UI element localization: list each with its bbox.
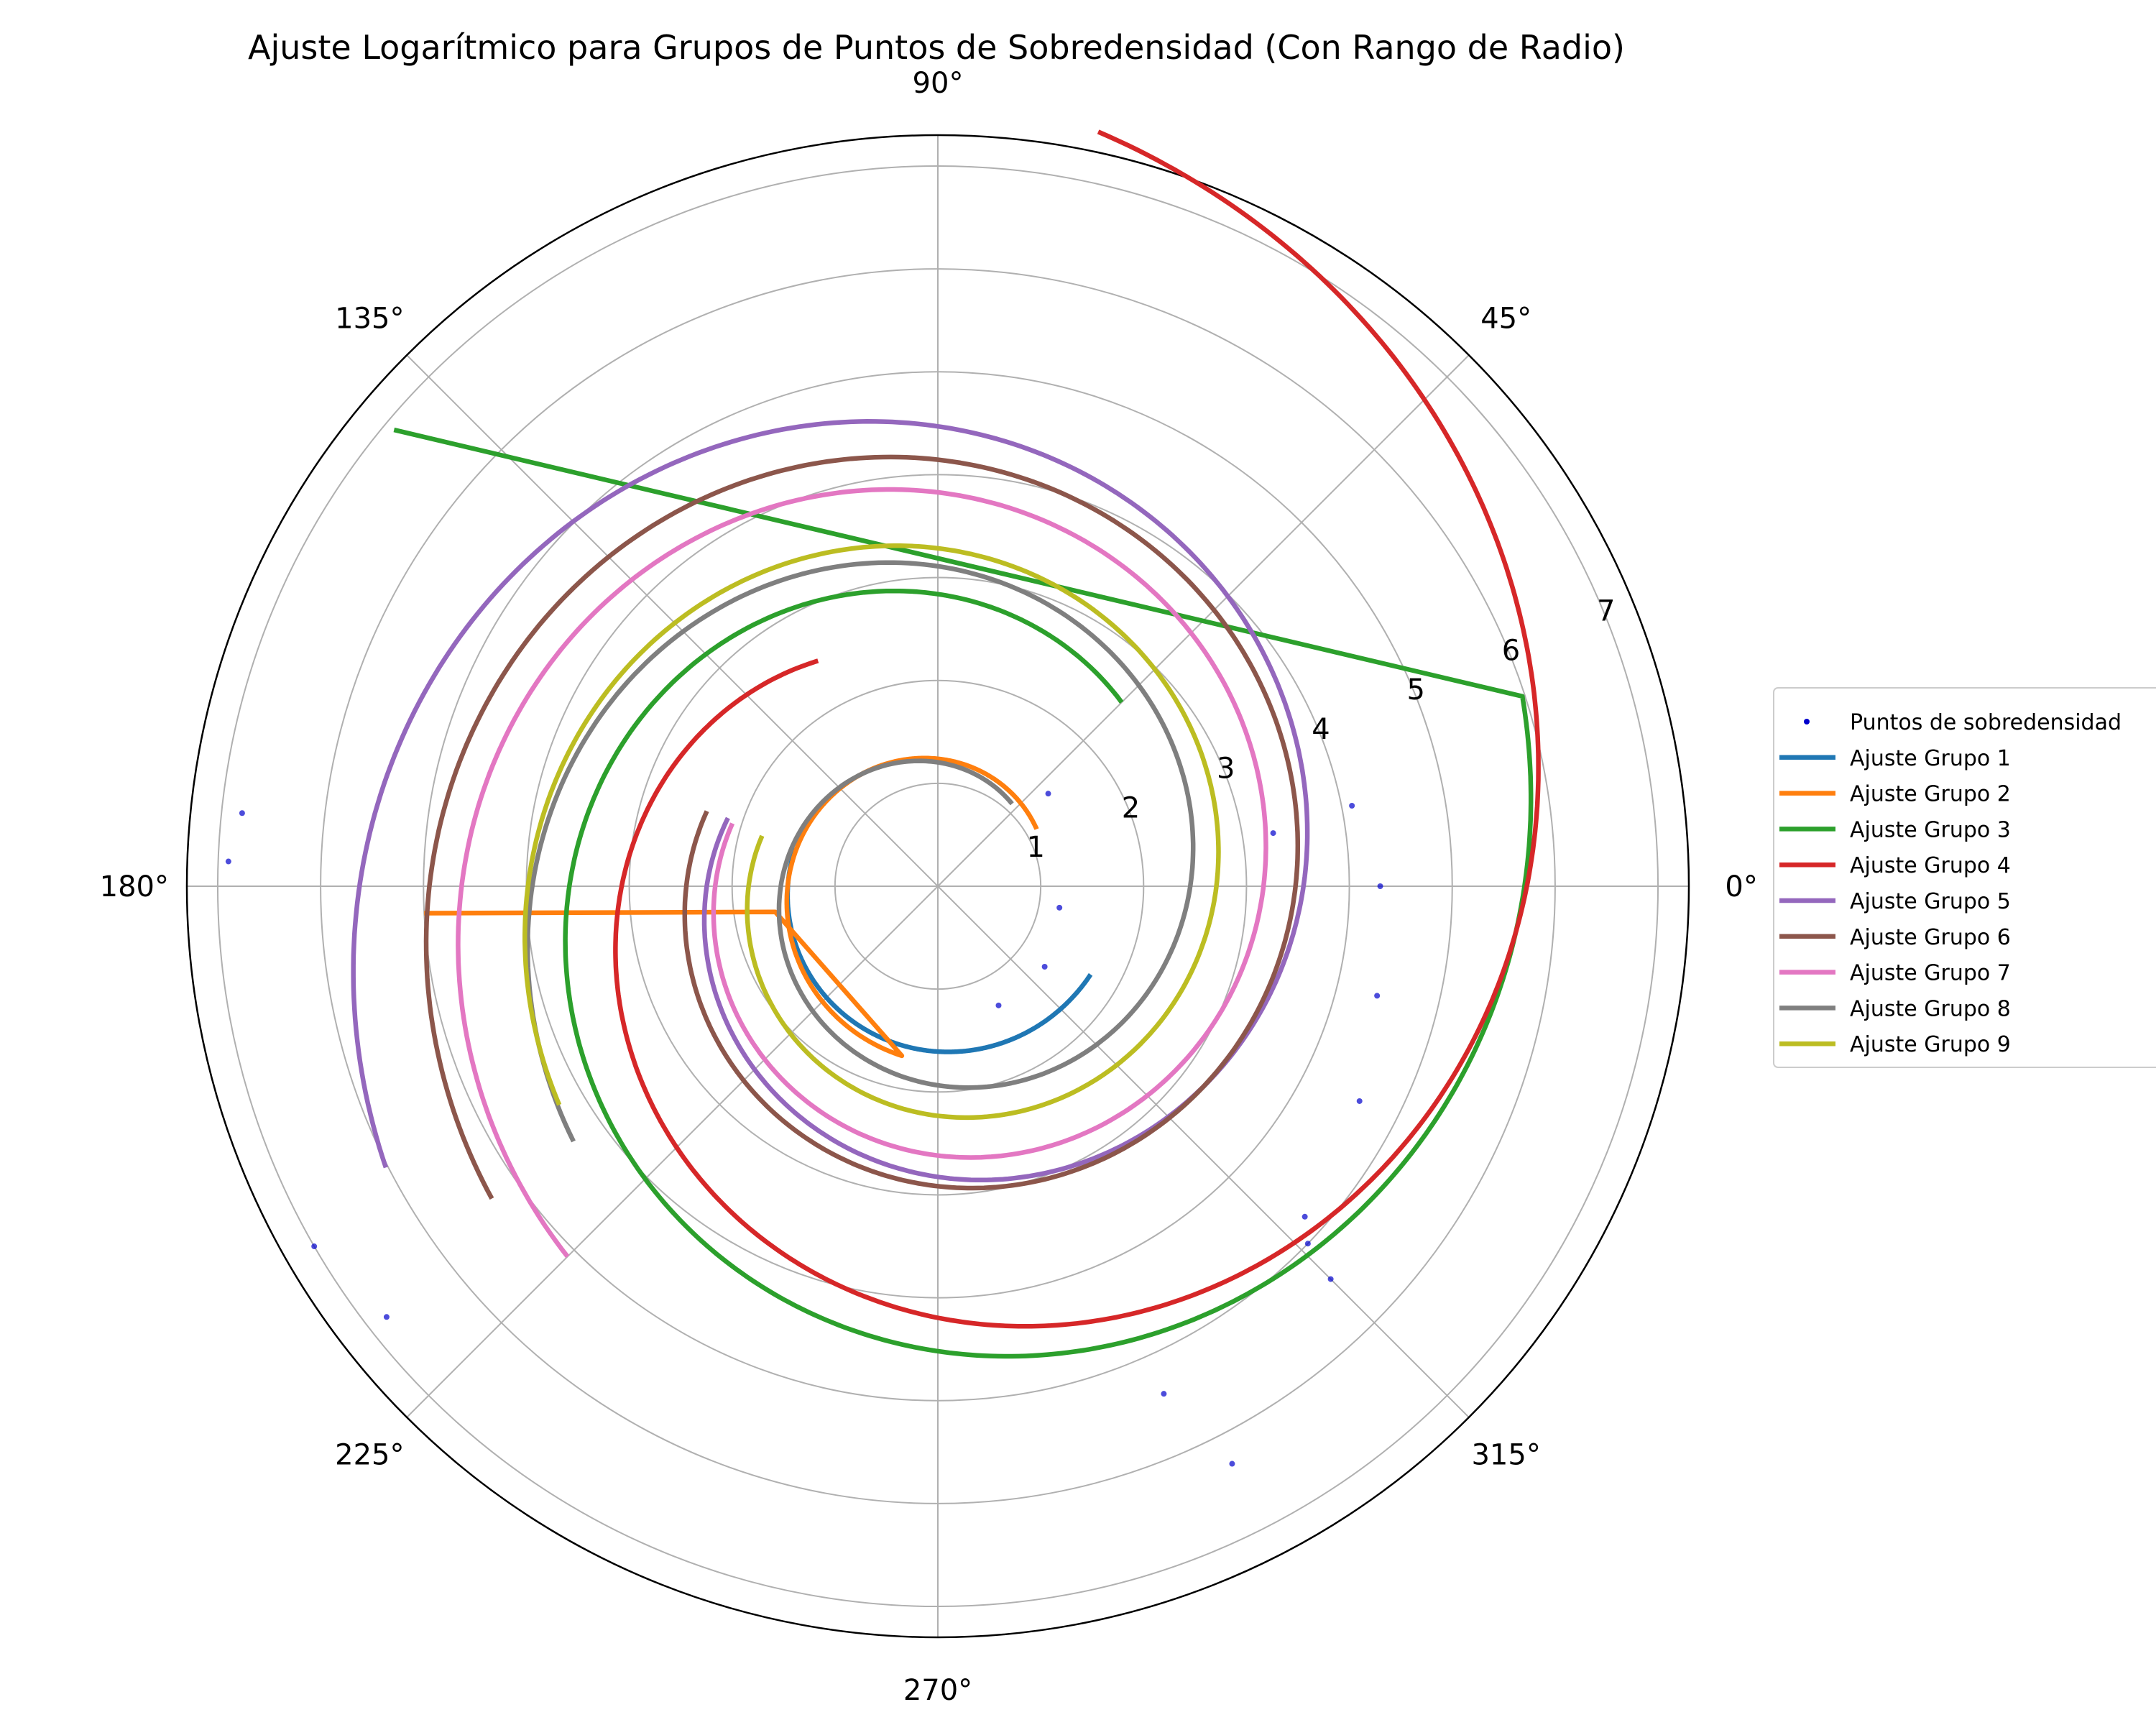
angle-tick-label: 90° <box>913 67 964 100</box>
grid-spoke-225 <box>406 886 939 1418</box>
overdensity-point <box>1349 803 1355 809</box>
angle-tick-label: 45° <box>1480 302 1531 335</box>
legend-label-grupo-4: Ajuste Grupo 4 <box>1850 853 2011 878</box>
radial-tick-label: 2 <box>1122 791 1140 824</box>
overdensity-point <box>1045 791 1051 797</box>
angle-tick-label: 180° <box>100 870 169 903</box>
plot-area <box>225 129 1541 1467</box>
series-line-grupo-3 <box>393 427 1534 1359</box>
overdensity-point <box>1041 963 1048 970</box>
series-line-grupo-6 <box>423 454 1301 1200</box>
legend-label-grupo-6: Ajuste Grupo 6 <box>1850 925 2011 950</box>
overdensity-point <box>1377 883 1383 889</box>
overdensity-point <box>311 1243 318 1250</box>
radial-tick-label: 5 <box>1407 673 1425 707</box>
grid-spoke-315 <box>937 886 1470 1418</box>
legend-marker-puntos <box>1804 719 1810 724</box>
polar-frame <box>185 134 1690 1639</box>
series-line-grupo-9 <box>522 543 1221 1121</box>
angle-tick-label: 270° <box>903 1674 972 1707</box>
radial-tick-label: 1 <box>1027 831 1045 864</box>
overdensity-point <box>1304 1241 1311 1247</box>
legend-label-grupo-5: Ajuste Grupo 5 <box>1850 889 2011 914</box>
overdensity-point <box>1229 1460 1235 1467</box>
legend-label-puntos: Puntos de sobredensidad <box>1850 710 2122 735</box>
polar-grid <box>185 134 1690 1639</box>
overdensity-point <box>1161 1391 1167 1397</box>
chart-title: Ajuste Logarítmico para Grupos de Puntos… <box>248 28 1625 67</box>
overdensity-point <box>1374 993 1381 999</box>
overdensity-point <box>225 858 231 865</box>
overdensity-point <box>995 1002 1002 1008</box>
overdensity-point <box>383 1314 390 1320</box>
angle-tick-label: 315° <box>1471 1439 1540 1472</box>
overdensity-point <box>1270 830 1276 837</box>
series-line-grupo-5 <box>351 419 1310 1183</box>
angle-tick-label: 135° <box>335 302 404 335</box>
grid-spoke-135 <box>406 354 939 887</box>
legend-label-grupo-9: Ajuste Grupo 9 <box>1850 1032 2011 1057</box>
legend-label-grupo-3: Ajuste Grupo 3 <box>1850 817 2011 842</box>
legend-label-grupo-7: Ajuste Grupo 7 <box>1850 961 2011 986</box>
series-line-grupo-8 <box>525 560 1196 1143</box>
series-line-grupo-7 <box>456 487 1268 1259</box>
series-line-grupo-1 <box>785 847 1093 1054</box>
radial-tick-label: 4 <box>1312 713 1330 746</box>
series-line-grupo-4 <box>613 129 1541 1329</box>
legend-label-grupo-8: Ajuste Grupo 8 <box>1850 996 2011 1021</box>
radial-tick-label: 3 <box>1217 753 1235 786</box>
radial-tick-label: 6 <box>1502 634 1520 667</box>
radial-tick-label: 7 <box>1597 595 1615 628</box>
overdensity-point <box>239 810 245 816</box>
legend: Puntos de sobredensidad Ajuste Grupo 1 Aju… <box>1773 687 2156 1068</box>
overdensity-point <box>1056 904 1063 911</box>
tick-labels: 0° 45° 90° 135° 180° 225° 270° 315° 1 2 3 4 5 6 7 <box>100 67 1758 1707</box>
angle-tick-label: 225° <box>335 1439 404 1472</box>
legend-label-grupo-2: Ajuste Grupo 2 <box>1850 782 2011 807</box>
angle-tick-label: 0° <box>1725 870 1757 903</box>
overdensity-point <box>1302 1213 1308 1220</box>
series-line-grupo-2 <box>424 755 1039 1059</box>
overdensity-point <box>1356 1098 1363 1104</box>
legend-label-grupo-1: Ajuste Grupo 1 <box>1850 746 2011 771</box>
overdensity-point <box>1327 1276 1334 1282</box>
legend-box <box>1773 687 2156 1068</box>
